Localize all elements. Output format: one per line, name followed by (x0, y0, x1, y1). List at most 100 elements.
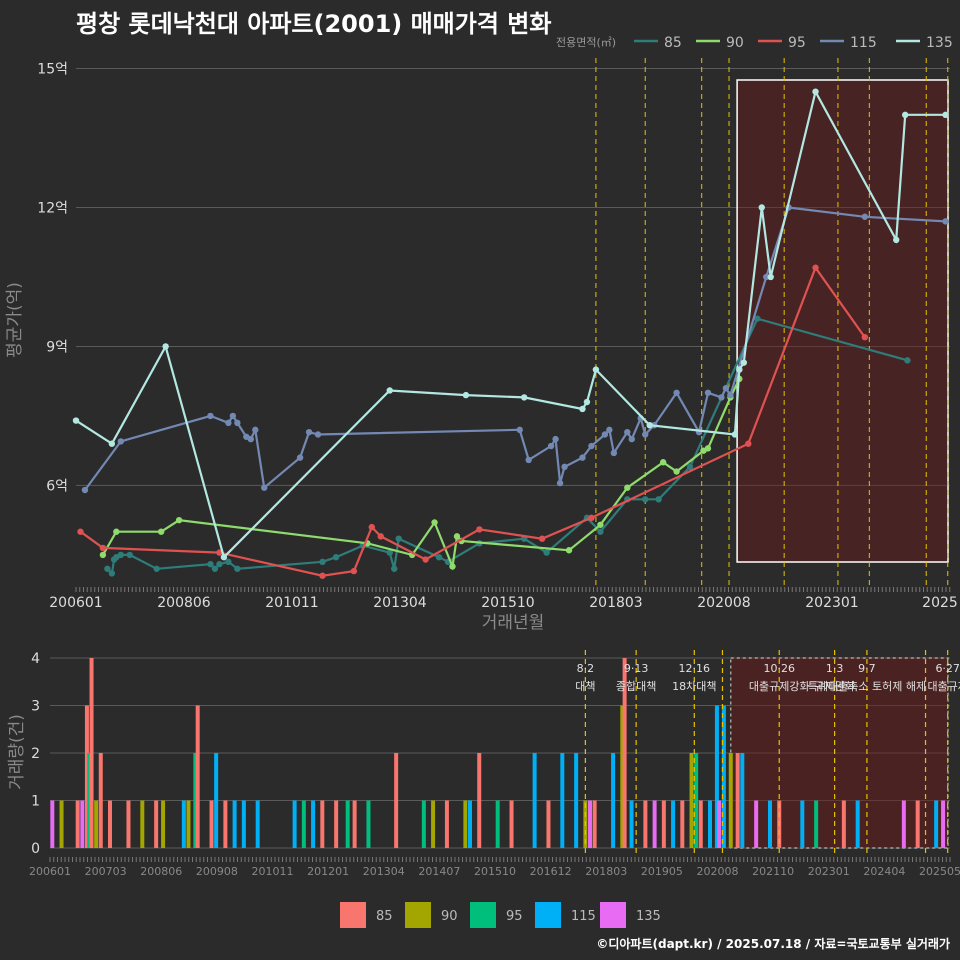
volume-bar-90 (186, 800, 191, 848)
volume-bar-95 (366, 800, 371, 848)
data-point-90 (673, 468, 680, 475)
volume-y-tick-label: 1 (31, 794, 40, 810)
volume-bar-115 (714, 705, 719, 848)
data-point-90 (624, 484, 631, 491)
data-point-135 (893, 236, 900, 244)
data-point-115 (628, 435, 635, 443)
data-point-115 (673, 389, 680, 396)
data-point-115 (579, 454, 586, 461)
volume-bar-90 (463, 800, 468, 848)
volume-x-tick-label: 200908 (196, 865, 238, 878)
data-point-115 (229, 412, 237, 420)
data-point-90 (453, 533, 461, 540)
data-point-90 (157, 528, 165, 535)
volume-x-tick-label: 201201 (307, 865, 349, 878)
volume-bar-95 (694, 753, 699, 848)
y-tick-label: 12억 (37, 200, 68, 216)
volume-bar-85 (643, 800, 648, 848)
volume-bar-95 (87, 753, 92, 848)
data-point-85 (234, 565, 241, 572)
legend-label-95: 95 (788, 35, 806, 51)
data-point-135 (767, 273, 774, 281)
volume-bar-115 (311, 800, 316, 848)
volume-x-tick-label: 202110 (752, 865, 794, 878)
data-point-85 (386, 549, 393, 556)
volume-legend-label-135: 135 (636, 909, 661, 924)
data-point-115 (763, 273, 770, 281)
data-point-85 (319, 558, 326, 566)
volume-highlight-region (730, 657, 949, 849)
data-point-90 (175, 516, 183, 524)
data-point-95 (588, 514, 595, 522)
data-point-85 (225, 558, 232, 566)
series-line-95 (79, 265, 866, 577)
volume-y-tick-label: 2 (31, 746, 40, 762)
policy-label-name: 특례대출축소 토허제 해제 (808, 679, 926, 693)
data-point-135 (731, 431, 739, 438)
volume-bar-85 (126, 800, 131, 848)
data-point-115 (252, 426, 259, 434)
volume-bar-85 (154, 800, 159, 848)
data-point-95 (476, 526, 483, 533)
volume-bar-115 (574, 753, 579, 848)
volume-bar-95 (345, 800, 350, 848)
volume-x-tick-label: 201803 (585, 865, 627, 878)
data-point-85 (391, 565, 398, 572)
volume-bar-85 (89, 658, 94, 848)
data-point-95 (861, 333, 869, 341)
data-point-85 (104, 565, 111, 572)
x-axis-title: 거래년월 (482, 613, 545, 633)
volume-bar-115 (292, 800, 297, 848)
data-point-85 (754, 315, 761, 322)
volume-bar-85 (444, 800, 449, 848)
data-point-135 (592, 366, 600, 373)
data-point-95 (538, 535, 546, 542)
policy-label-name: 대책 (575, 680, 595, 693)
volume-bar-85 (75, 800, 80, 848)
data-point-115 (588, 442, 595, 450)
volume-bar-135 (717, 800, 722, 848)
legend-label-135: 135 (926, 35, 953, 51)
volume-legend-key-135 (600, 902, 626, 928)
x-tick-label: 202008 (697, 595, 750, 611)
volume-bar-85 (84, 705, 89, 848)
volume-bar-90 (689, 753, 694, 848)
data-point-85 (435, 554, 443, 561)
policy-label-date: 12·16 (679, 662, 711, 675)
legend-label-90: 90 (726, 35, 744, 51)
volume-legend-key-90 (405, 902, 431, 928)
x-tick-label: 200601 (49, 595, 102, 611)
data-point-95 (377, 533, 384, 540)
data-point-135 (521, 394, 528, 401)
data-point-135 (162, 343, 169, 350)
policy-label-name: 18차대책 (672, 680, 716, 693)
volume-y-tick-label: 4 (31, 651, 40, 667)
policy-label-date: 8·2 (577, 662, 595, 675)
data-point-95 (216, 549, 223, 556)
volume-bar-85 (195, 705, 200, 848)
data-point-85 (543, 549, 550, 556)
data-point-85 (126, 551, 133, 559)
volume-axes: 0 1 2 3 4 200601 200703 200806 200908 201011 20120… (7, 651, 960, 878)
policy-label-name: 규제완화 (814, 680, 854, 693)
volume-x-tick-label: 201407 (418, 865, 460, 878)
data-point-85 (642, 496, 649, 503)
volume-bar-85 (735, 753, 740, 848)
data-point-135 (583, 398, 591, 406)
data-point-115 (704, 389, 712, 396)
volume-bar-90 (431, 800, 436, 848)
data-point-115 (81, 486, 89, 494)
data-point-90 (704, 445, 712, 452)
data-point-135 (220, 554, 228, 561)
volume-bar-85 (334, 800, 339, 848)
volume-bar-85 (108, 800, 112, 848)
legend-label-85: 85 (664, 35, 682, 51)
volume-bar-85 (223, 800, 228, 848)
data-point-115 (261, 484, 268, 491)
data-point-115 (561, 463, 568, 471)
data-point-85 (686, 463, 694, 471)
volume-bar-85 (680, 800, 685, 848)
data-point-85 (108, 570, 116, 577)
volume-bar-115 (255, 800, 260, 848)
volume-y-tick-label: 3 (31, 699, 40, 715)
